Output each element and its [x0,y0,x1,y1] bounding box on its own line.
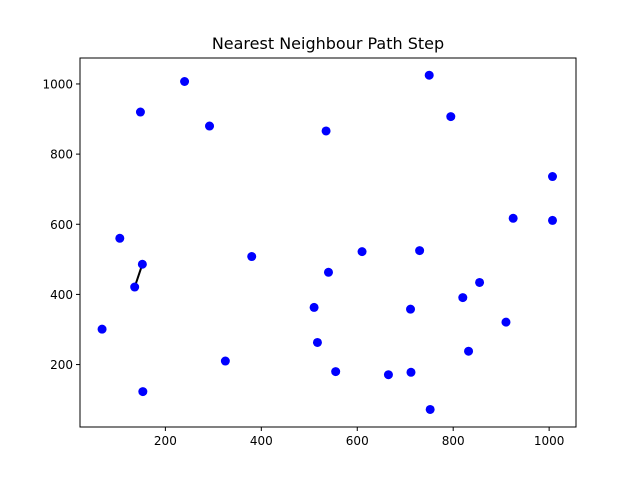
scatter-point [115,233,125,243]
scatter-point [425,404,435,414]
scatter-point [323,267,333,277]
scatter-point [464,346,474,356]
scatter-point [446,112,456,122]
scatter-point [406,367,416,377]
x-tick-label: 600 [346,434,369,448]
scatter-point [501,317,511,327]
scatter-point [508,213,518,223]
plot-area [80,58,576,427]
scatter-point [220,356,230,366]
axes-frame [79,57,577,428]
y-tick-label: 600 [50,218,73,232]
scatter-point [424,70,434,80]
y-tick-label: 400 [50,288,73,302]
x-tick-label: 1000 [534,434,565,448]
scatter-point [180,77,190,86]
scatter-point [548,172,557,182]
scatter-point [415,246,425,256]
scatter-point [137,259,147,269]
scatter-point [312,337,322,347]
x-tick-label: 400 [250,434,273,448]
scatter-point [383,370,393,380]
y-tick-label: 200 [50,358,73,372]
scatter-point [458,293,468,303]
scatter-point [548,215,557,225]
scatter-point [357,247,367,257]
y-tick-label: 1000 [42,77,73,91]
chart-title: Nearest Neighbour Path Step [212,34,444,53]
scatter-point [138,387,148,397]
x-tick-label: 200 [154,434,177,448]
scatter-point [321,126,331,136]
scatter-point [406,304,416,314]
scatter-point [247,252,257,262]
scatter-point [309,302,319,312]
x-tick-label: 800 [442,434,465,448]
scatter-point [97,324,107,334]
axes-layer: 200 400 600 800 1000 200 400 600 800 1000 [42,57,577,448]
scatter-point [331,367,341,377]
plot-background [80,58,576,427]
scatter-point [130,282,140,292]
points-layer [97,70,557,414]
y-tick-label: 800 [50,148,73,162]
scatter-point [205,121,215,131]
scatter-point [135,107,145,117]
scatter-point [475,277,485,287]
